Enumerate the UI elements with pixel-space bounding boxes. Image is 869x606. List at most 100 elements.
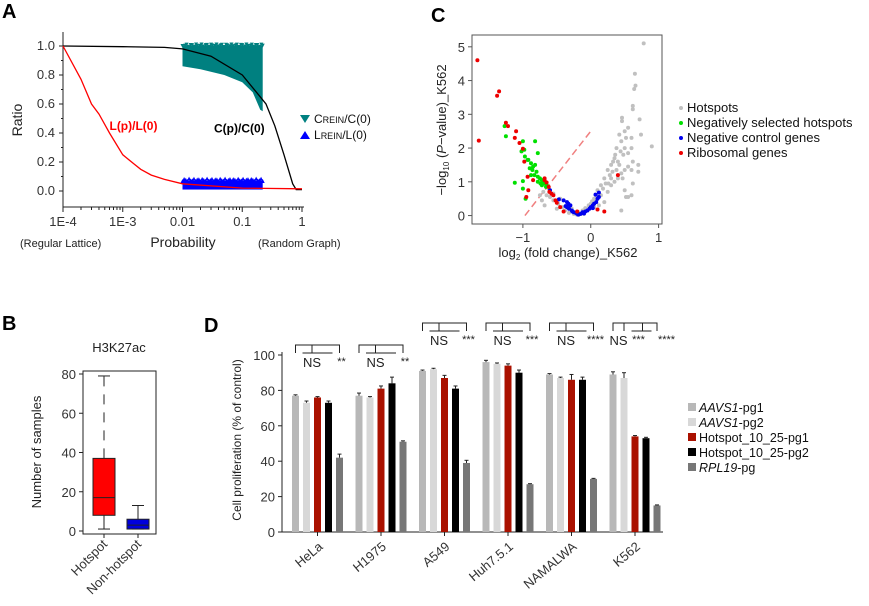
y-tick-label-b: 0 <box>69 524 76 539</box>
x-tick-label-a: 0.1 <box>233 214 251 229</box>
panel-label-d: D <box>204 315 218 337</box>
legend-marker-c <box>679 151 683 155</box>
bar <box>366 397 374 532</box>
panel-a-lines <box>62 45 303 191</box>
hotspot-point <box>626 164 631 169</box>
hotspot-point <box>602 200 607 205</box>
hotspot-point <box>629 135 634 140</box>
x-tick-label-a: 1 <box>298 214 305 229</box>
hotspot-point <box>613 152 618 157</box>
ns-label: NS <box>366 355 384 370</box>
y-tick-label-d: 80 <box>261 383 275 398</box>
y-axis-label-b: Number of samples <box>29 395 44 508</box>
hotspot-point <box>615 176 620 181</box>
panel-d-significance: NS ** NS **NS *** NS *** NS **** NS *** **** <box>295 322 676 370</box>
bar <box>557 378 564 532</box>
y-tick-label-c: 2 <box>458 141 465 156</box>
hotspot-point <box>537 193 542 198</box>
bracket-outer <box>295 344 340 353</box>
hotspot-point <box>636 169 641 174</box>
ribosomal-point <box>497 89 502 94</box>
panel-c-frame <box>471 34 663 225</box>
bar <box>388 383 396 532</box>
y-tick-label-c: 0 <box>458 209 465 224</box>
ribosomal-point <box>531 178 536 183</box>
lrein-marker <box>187 176 192 181</box>
lrein-marker <box>191 176 196 181</box>
lrein-marker <box>208 178 213 183</box>
y-tick-label-d: 40 <box>261 454 275 469</box>
legend-label-c: Negatively selected hotspots <box>687 115 853 130</box>
crein-marker <box>184 42 189 47</box>
y-tick-label-b: 20 <box>62 485 76 500</box>
ribosomal-point <box>546 184 551 189</box>
hotspot-point <box>622 168 627 172</box>
panel-a-axes: 0.0 0.2 0.4 0.6 0.8 1.0 1E-4 1E-3 0.01 0.1 1 <box>37 32 306 229</box>
ribosomal-point <box>561 209 566 214</box>
hotspot-point <box>598 183 603 188</box>
lrein-marker <box>254 176 259 181</box>
stars-label: ** <box>337 356 346 368</box>
ns-label: NS <box>430 333 448 348</box>
hotspot-point <box>632 71 637 76</box>
lrein-marker <box>247 179 252 184</box>
bracket-outer <box>422 322 467 331</box>
ribosomal-point <box>558 205 563 210</box>
bar-group <box>482 359 534 532</box>
bar <box>292 395 299 532</box>
bar <box>653 505 661 532</box>
hotspot-point <box>539 198 544 203</box>
bar <box>441 378 448 532</box>
legend-label-d: Hotspot_10_25-pg2 <box>699 446 809 460</box>
legend-marker-crein <box>300 115 310 123</box>
legend-label-d: Hotspot_10_25-pg1 <box>699 431 809 445</box>
bar-group <box>355 376 407 532</box>
bar <box>482 362 490 532</box>
hotspot-point <box>606 181 611 186</box>
ribosomal-point <box>602 209 607 214</box>
negative-control-point <box>594 200 599 205</box>
lrein-marker <box>216 178 221 183</box>
negative-control-point <box>596 195 601 199</box>
bar-group <box>609 371 661 532</box>
bar <box>419 370 426 532</box>
bar <box>515 372 523 532</box>
hotspot-point <box>617 162 622 167</box>
stars-label: **** <box>587 334 605 346</box>
bracket-outer <box>485 322 531 331</box>
crein-marker <box>219 42 224 47</box>
ribosomal-point <box>554 200 559 205</box>
lrein-marker <box>245 177 250 182</box>
crein-marker <box>234 42 239 47</box>
stars-label: *** <box>526 334 540 346</box>
hotspot-point <box>601 186 605 191</box>
y-tick-label-d: 20 <box>261 490 275 505</box>
bar <box>504 365 512 532</box>
y-tick-label-c: 5 <box>458 40 465 55</box>
negatively-selected-point <box>535 151 540 156</box>
lrein-marker <box>196 177 201 182</box>
annotation-cp: C(p)/C(0) <box>214 122 265 136</box>
ribosomal-point <box>551 193 556 198</box>
box-hotspot <box>92 375 116 530</box>
ns-label: NS <box>557 333 575 348</box>
hotspot-point <box>609 162 614 167</box>
legend-label-c: Negative control genes <box>687 130 820 145</box>
bar <box>314 397 321 532</box>
lrein-marker <box>252 178 257 183</box>
panel-a-scatter-regions <box>180 42 265 190</box>
bar <box>642 438 650 532</box>
box-non-hotspot <box>126 504 150 530</box>
x-tick-label-d: A549 <box>420 539 453 570</box>
y-tick-label-d: 0 <box>268 525 275 540</box>
hotspot-point <box>605 189 610 194</box>
ribosomal-point <box>517 141 522 145</box>
y-tick-label-d: 60 <box>261 419 275 434</box>
panel-label-c: C <box>431 5 445 27</box>
hotspot-point <box>596 203 601 208</box>
bar <box>579 379 586 532</box>
negatively-selected-point <box>512 180 517 185</box>
negative-control-point <box>590 206 595 211</box>
